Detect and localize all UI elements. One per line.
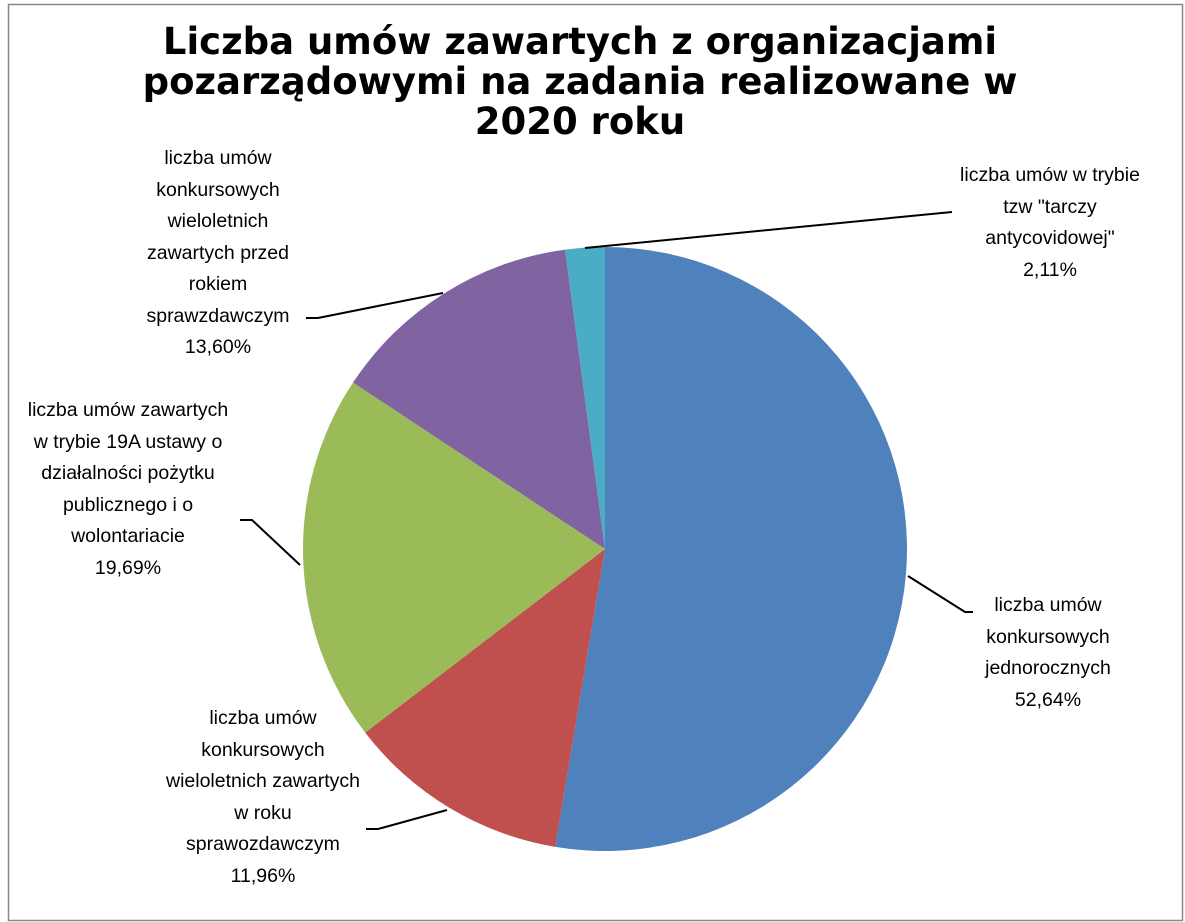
category-label: liczba umów w trybie tzw "tarczy antycov… [960,164,1140,249]
value-label: 2,11% [1023,258,1077,281]
chart-border [7,3,1184,922]
data-label: liczba umów konkursowych wieloletnich za… [123,143,313,364]
value-label: 11,96% [230,864,296,887]
data-label: liczba umów konkursowych jednorocznych 52… [953,590,1143,716]
data-label: liczba umów zawartych w trybie 19A ustaw… [21,395,235,584]
pie-slice [565,247,605,549]
pie-slice [303,382,605,733]
data-label: liczba umów w trybie tzw "tarczy antycov… [955,160,1145,286]
value-label: 52,64% [1014,688,1082,711]
category-label: liczba umów konkursowych wieloletnich za… [146,147,290,327]
category-label: liczba umów zawartych w trybie 19A ustaw… [27,399,229,547]
category-label: liczba umów konkursowych jednorocznych [985,594,1111,679]
leader-line [366,809,448,830]
leader-line [584,211,953,249]
chart-title: Liczba umów zawartych z organizacjami po… [142,20,1018,143]
data-label: liczba umów konkursowych wieloletnich za… [166,703,361,892]
pie-slice [353,249,605,549]
value-label: 19,69% [94,556,162,579]
leader-line [240,519,301,566]
value-label: 13,60% [184,336,252,358]
leader-line [306,292,444,319]
pie-slice [555,247,908,851]
pie-slice [365,549,605,847]
leader-line [907,575,973,613]
category-label: liczba umów konkursowych wieloletnich za… [165,707,360,855]
